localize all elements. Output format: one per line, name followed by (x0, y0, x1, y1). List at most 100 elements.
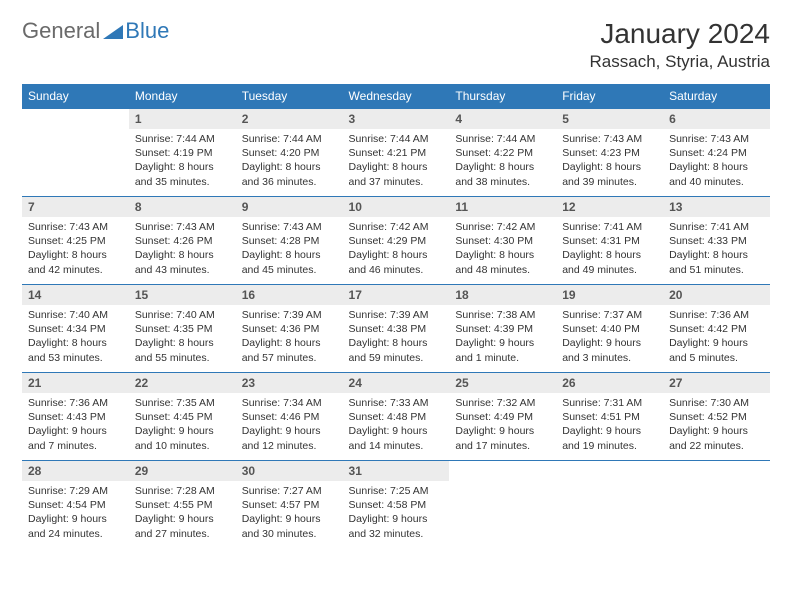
calendar-day-cell: 12Sunrise: 7:41 AMSunset: 4:31 PMDayligh… (556, 197, 663, 285)
day-details: Sunrise: 7:42 AMSunset: 4:30 PMDaylight:… (449, 217, 556, 283)
day-detail-line: Sunrise: 7:36 AM (669, 308, 764, 322)
day-detail-line: Sunrise: 7:31 AM (562, 396, 657, 410)
day-detail-line: Sunset: 4:28 PM (242, 234, 337, 248)
day-number (449, 461, 556, 481)
day-detail-line: Sunset: 4:33 PM (669, 234, 764, 248)
day-detail-line: Daylight: 8 hours (562, 248, 657, 262)
calendar-day-cell: 24Sunrise: 7:33 AMSunset: 4:48 PMDayligh… (343, 373, 450, 461)
day-details: Sunrise: 7:25 AMSunset: 4:58 PMDaylight:… (343, 481, 450, 547)
day-details: Sunrise: 7:35 AMSunset: 4:45 PMDaylight:… (129, 393, 236, 459)
day-details: Sunrise: 7:37 AMSunset: 4:40 PMDaylight:… (556, 305, 663, 371)
day-detail-line: Daylight: 8 hours (455, 248, 550, 262)
weekday-header: Wednesday (343, 84, 450, 109)
day-details: Sunrise: 7:43 AMSunset: 4:23 PMDaylight:… (556, 129, 663, 195)
day-detail-line: Sunrise: 7:42 AM (455, 220, 550, 234)
day-detail-line: and 51 minutes. (669, 263, 764, 277)
day-detail-line: and 45 minutes. (242, 263, 337, 277)
logo-triangle-icon (103, 23, 123, 39)
day-details: Sunrise: 7:38 AMSunset: 4:39 PMDaylight:… (449, 305, 556, 371)
day-details (22, 129, 129, 138)
calendar-day-cell: 10Sunrise: 7:42 AMSunset: 4:29 PMDayligh… (343, 197, 450, 285)
calendar-day-cell: 20Sunrise: 7:36 AMSunset: 4:42 PMDayligh… (663, 285, 770, 373)
day-detail-line: Sunrise: 7:30 AM (669, 396, 764, 410)
calendar-day-cell: 29Sunrise: 7:28 AMSunset: 4:55 PMDayligh… (129, 461, 236, 549)
day-number: 31 (343, 461, 450, 481)
day-detail-line: Sunset: 4:34 PM (28, 322, 123, 336)
day-detail-line: Sunrise: 7:38 AM (455, 308, 550, 322)
day-detail-line: Sunrise: 7:27 AM (242, 484, 337, 498)
day-details: Sunrise: 7:41 AMSunset: 4:31 PMDaylight:… (556, 217, 663, 283)
day-details: Sunrise: 7:43 AMSunset: 4:28 PMDaylight:… (236, 217, 343, 283)
day-details: Sunrise: 7:44 AMSunset: 4:19 PMDaylight:… (129, 129, 236, 195)
day-detail-line: Daylight: 9 hours (349, 424, 444, 438)
day-details: Sunrise: 7:30 AMSunset: 4:52 PMDaylight:… (663, 393, 770, 459)
day-detail-line: Daylight: 8 hours (562, 160, 657, 174)
day-detail-line: Sunrise: 7:34 AM (242, 396, 337, 410)
calendar-day-cell: 22Sunrise: 7:35 AMSunset: 4:45 PMDayligh… (129, 373, 236, 461)
calendar-day-cell: 26Sunrise: 7:31 AMSunset: 4:51 PMDayligh… (556, 373, 663, 461)
day-detail-line: Sunrise: 7:39 AM (349, 308, 444, 322)
day-detail-line: Sunset: 4:48 PM (349, 410, 444, 424)
day-detail-line: Sunset: 4:46 PM (242, 410, 337, 424)
calendar-week-row: 28Sunrise: 7:29 AMSunset: 4:54 PMDayligh… (22, 461, 770, 549)
day-details: Sunrise: 7:44 AMSunset: 4:22 PMDaylight:… (449, 129, 556, 195)
day-detail-line: Sunrise: 7:37 AM (562, 308, 657, 322)
calendar-day-cell: 4Sunrise: 7:44 AMSunset: 4:22 PMDaylight… (449, 109, 556, 197)
day-detail-line: and 37 minutes. (349, 175, 444, 189)
day-detail-line: Sunrise: 7:35 AM (135, 396, 230, 410)
day-detail-line: and 48 minutes. (455, 263, 550, 277)
calendar-day-cell: 14Sunrise: 7:40 AMSunset: 4:34 PMDayligh… (22, 285, 129, 373)
day-detail-line: Sunrise: 7:29 AM (28, 484, 123, 498)
day-details: Sunrise: 7:43 AMSunset: 4:26 PMDaylight:… (129, 217, 236, 283)
day-detail-line: Daylight: 8 hours (242, 160, 337, 174)
day-detail-line: Sunset: 4:20 PM (242, 146, 337, 160)
day-number: 25 (449, 373, 556, 393)
day-detail-line: Daylight: 8 hours (242, 336, 337, 350)
day-detail-line: Sunrise: 7:44 AM (135, 132, 230, 146)
calendar-day-cell: 6Sunrise: 7:43 AMSunset: 4:24 PMDaylight… (663, 109, 770, 197)
day-number: 23 (236, 373, 343, 393)
calendar-week-row: 21Sunrise: 7:36 AMSunset: 4:43 PMDayligh… (22, 373, 770, 461)
title-block: January 2024 Rassach, Styria, Austria (590, 18, 770, 72)
day-detail-line: Sunset: 4:43 PM (28, 410, 123, 424)
day-details: Sunrise: 7:44 AMSunset: 4:21 PMDaylight:… (343, 129, 450, 195)
calendar-day-cell: 2Sunrise: 7:44 AMSunset: 4:20 PMDaylight… (236, 109, 343, 197)
calendar-day-cell: 18Sunrise: 7:38 AMSunset: 4:39 PMDayligh… (449, 285, 556, 373)
day-detail-line: and 39 minutes. (562, 175, 657, 189)
day-detail-line: and 35 minutes. (135, 175, 230, 189)
day-detail-line: Sunset: 4:38 PM (349, 322, 444, 336)
calendar-day-cell: 11Sunrise: 7:42 AMSunset: 4:30 PMDayligh… (449, 197, 556, 285)
day-detail-line: Daylight: 9 hours (562, 336, 657, 350)
day-detail-line: Daylight: 9 hours (669, 424, 764, 438)
calendar-day-cell: 5Sunrise: 7:43 AMSunset: 4:23 PMDaylight… (556, 109, 663, 197)
calendar-day-cell: 28Sunrise: 7:29 AMSunset: 4:54 PMDayligh… (22, 461, 129, 549)
day-detail-line: Sunset: 4:57 PM (242, 498, 337, 512)
day-number: 16 (236, 285, 343, 305)
day-details: Sunrise: 7:39 AMSunset: 4:36 PMDaylight:… (236, 305, 343, 371)
day-number: 27 (663, 373, 770, 393)
day-detail-line: Sunrise: 7:43 AM (669, 132, 764, 146)
day-details: Sunrise: 7:40 AMSunset: 4:35 PMDaylight:… (129, 305, 236, 371)
day-detail-line: and 53 minutes. (28, 351, 123, 365)
calendar-table: Sunday Monday Tuesday Wednesday Thursday… (22, 84, 770, 549)
day-number: 5 (556, 109, 663, 129)
day-number: 17 (343, 285, 450, 305)
day-detail-line: Daylight: 8 hours (135, 248, 230, 262)
day-details: Sunrise: 7:40 AMSunset: 4:34 PMDaylight:… (22, 305, 129, 371)
day-detail-line: Sunset: 4:31 PM (562, 234, 657, 248)
calendar-week-row: 7Sunrise: 7:43 AMSunset: 4:25 PMDaylight… (22, 197, 770, 285)
day-detail-line: Sunrise: 7:41 AM (562, 220, 657, 234)
day-detail-line: Sunset: 4:21 PM (349, 146, 444, 160)
day-detail-line: Sunset: 4:19 PM (135, 146, 230, 160)
day-detail-line: and 40 minutes. (669, 175, 764, 189)
day-detail-line: Sunrise: 7:41 AM (669, 220, 764, 234)
day-number (556, 461, 663, 481)
day-detail-line: and 7 minutes. (28, 439, 123, 453)
day-detail-line: and 43 minutes. (135, 263, 230, 277)
day-detail-line: and 30 minutes. (242, 527, 337, 541)
day-number: 15 (129, 285, 236, 305)
day-details: Sunrise: 7:36 AMSunset: 4:42 PMDaylight:… (663, 305, 770, 371)
calendar-day-cell: 19Sunrise: 7:37 AMSunset: 4:40 PMDayligh… (556, 285, 663, 373)
day-details: Sunrise: 7:34 AMSunset: 4:46 PMDaylight:… (236, 393, 343, 459)
calendar-day-cell: 8Sunrise: 7:43 AMSunset: 4:26 PMDaylight… (129, 197, 236, 285)
